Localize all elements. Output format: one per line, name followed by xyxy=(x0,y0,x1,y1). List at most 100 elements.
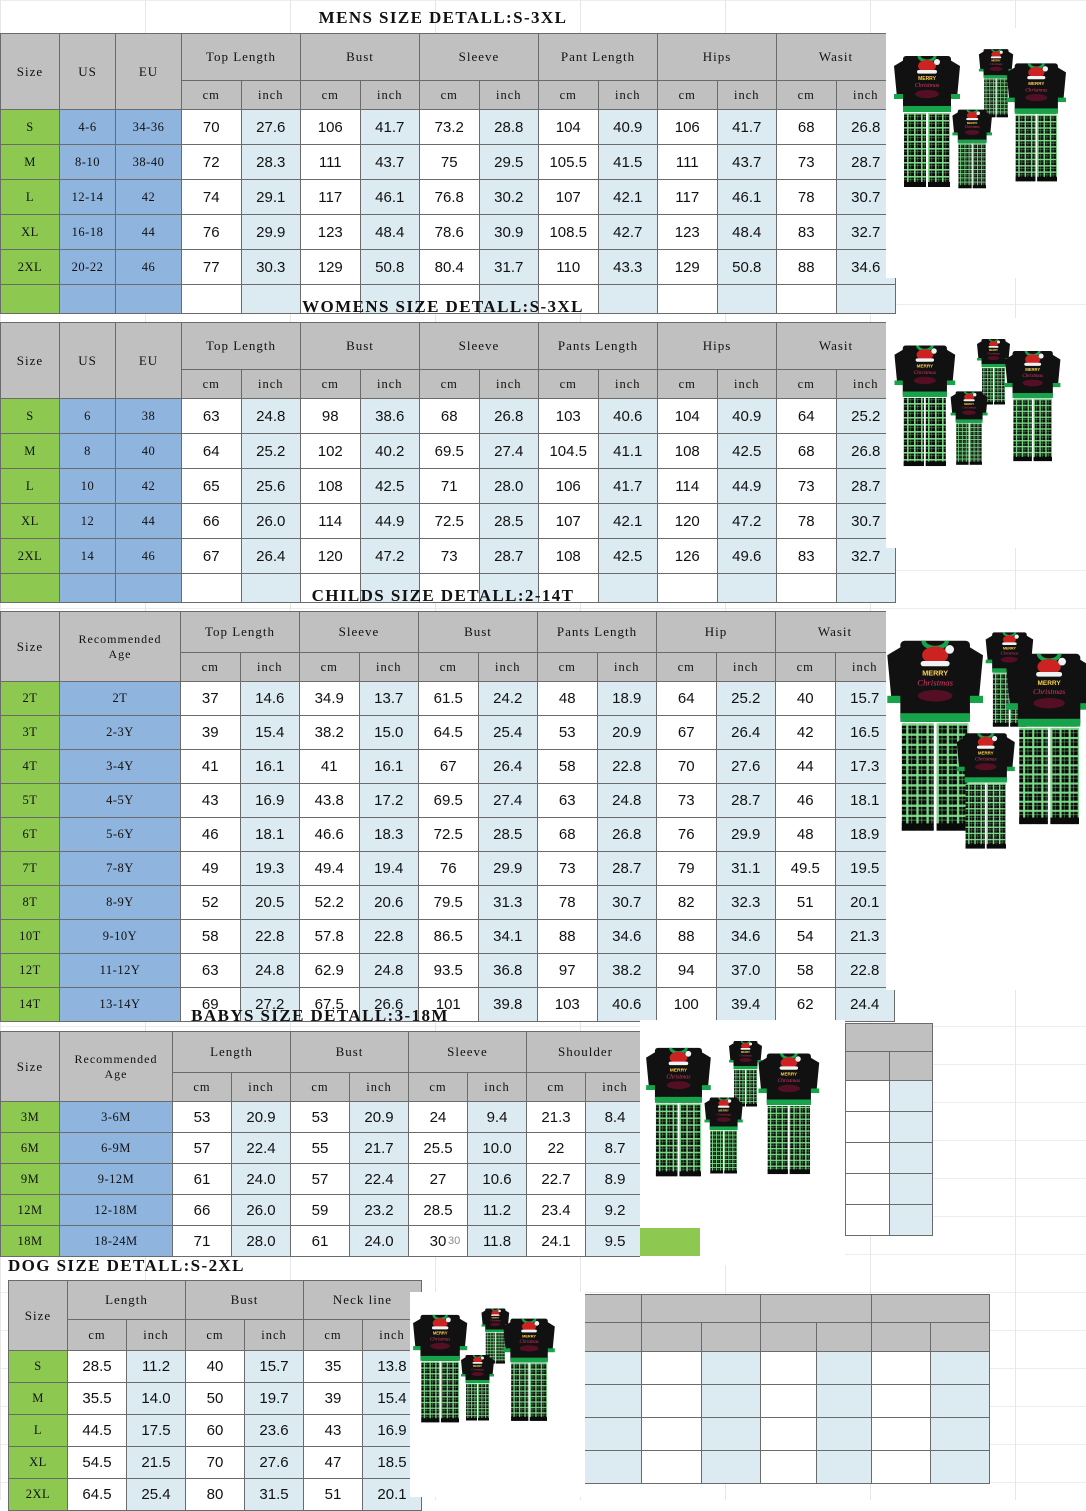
cell-measurement: 27.6 xyxy=(240,109,301,145)
svg-text:Christmas: Christmas xyxy=(1001,651,1019,656)
cell-measurement: 104.5 xyxy=(538,433,599,469)
unit-header-inch: inch xyxy=(240,80,301,110)
cell-measurement: 44.5 xyxy=(67,1414,127,1447)
cell-measurement: 73 xyxy=(537,851,598,886)
cell-us: 8 xyxy=(59,433,116,469)
svg-text:MERRY: MERRY xyxy=(978,750,994,755)
unit-header-cm: cm xyxy=(300,80,361,110)
cell-measurement: 25.5 xyxy=(408,1132,468,1164)
cell-measurement: 67 xyxy=(181,538,242,574)
cell-measurement: 62 xyxy=(775,987,836,1022)
group-header-wasit: Wasit xyxy=(775,611,895,653)
dog-size-table: Size Length Bust Neck line cm inch cm inch cm inc… xyxy=(8,1280,422,1511)
cell-measurement: 39.8 xyxy=(477,987,538,1022)
cell-measurement: 123 xyxy=(657,214,718,250)
blank-cell xyxy=(597,573,658,603)
table-row: S 6 38 63 24.8 98 38.6 68 26.8 103 40.6 104 40.9 64 25… xyxy=(0,398,896,434)
cell-measurement: 11.2 xyxy=(467,1194,527,1226)
cell-measurement: 65 xyxy=(181,468,242,504)
cell-measurement: 60 xyxy=(185,1414,245,1447)
cell-measurement: 34.1 xyxy=(477,919,538,954)
cell-us: 10 xyxy=(59,468,116,504)
cell-measurement: 57 xyxy=(290,1163,350,1195)
cell-measurement: 15.7 xyxy=(244,1350,304,1383)
group-header-bust: Bust xyxy=(418,611,538,653)
cell-measurement: 28.3 xyxy=(240,144,301,180)
cell-measurement: 120 xyxy=(300,538,361,574)
cell-measurement: 43 xyxy=(303,1414,363,1447)
cell-measurement: 117 xyxy=(657,179,718,215)
svg-text:MERRY: MERRY xyxy=(989,349,998,352)
cell-size: L xyxy=(0,179,60,215)
cell-measurement: 42.5 xyxy=(716,433,777,469)
cell-measurement: 64 xyxy=(776,398,837,434)
col-header-recommended-age: Recommended Age xyxy=(59,611,181,682)
cell-recommended-age: 6-9M xyxy=(59,1132,173,1164)
cell-measurement: 43.7 xyxy=(359,144,420,180)
cell-measurement: 50.8 xyxy=(716,249,777,285)
cell-measurement: 31.5 xyxy=(244,1478,304,1511)
unit-header-cm: cm xyxy=(776,369,837,399)
blank-cell xyxy=(115,284,182,314)
cell-size: M xyxy=(0,144,60,180)
cell-measurement: 14.6 xyxy=(239,681,300,716)
cell-measurement: 30.7 xyxy=(596,885,657,920)
cell-measurement: 27.6 xyxy=(715,749,776,784)
womens-size-section: WOMENS SIZE DETALL:S-3XL Size US EU Top Len… xyxy=(0,297,896,603)
col-header-recommended-age: Recommended Age xyxy=(59,1031,173,1102)
cell-measurement: 40.9 xyxy=(597,109,658,145)
svg-text:Christmas: Christmas xyxy=(471,1368,484,1372)
unit-header-cm: cm xyxy=(185,1319,245,1351)
cell-measurement: 104 xyxy=(538,109,599,145)
cell-measurement: 11.2 xyxy=(126,1350,186,1383)
cell-measurement: 27.6 xyxy=(244,1446,304,1479)
cell-measurement: 40.9 xyxy=(716,398,777,434)
cell-size: 2XL xyxy=(0,249,60,285)
cell-measurement: 28.5 xyxy=(478,503,539,539)
cell-size: L xyxy=(8,1414,68,1447)
cell-us: 8-10 xyxy=(59,144,116,180)
cell-measurement: 20.9 xyxy=(596,715,657,750)
cell-size: S xyxy=(0,109,60,145)
cell-size: 9M xyxy=(0,1163,60,1195)
svg-text:Christmas: Christmas xyxy=(1025,87,1047,93)
group-header-neck-line: Neck line xyxy=(303,1280,422,1320)
cell-measurement: 101 xyxy=(418,987,479,1022)
cell-recommended-age: 2T xyxy=(59,681,181,716)
cell-measurement: 32.7 xyxy=(835,538,896,574)
cell-measurement: 22.4 xyxy=(349,1163,409,1195)
cell-measurement: 26.8 xyxy=(835,433,896,469)
cell-measurement: 68 xyxy=(537,817,598,852)
cell-measurement: 50.8 xyxy=(359,249,420,285)
cell-measurement: 83 xyxy=(776,214,837,250)
unit-header-cm: cm xyxy=(181,80,242,110)
cell-measurement: 26.0 xyxy=(240,503,301,539)
cell-measurement: 78 xyxy=(776,503,837,539)
table-trailing-blank-row xyxy=(0,573,896,603)
cell-measurement: 30.7 xyxy=(835,503,896,539)
dog-size-section: DOG SIZE DETALL:S-2XL Size Length Bust Neck… xyxy=(8,1256,422,1511)
unit-header-inch: inch xyxy=(231,1072,291,1102)
cell-measurement: 51 xyxy=(303,1478,363,1511)
group-header-pants-length: Pants Length xyxy=(537,611,657,653)
cell-measurement: 108 xyxy=(538,538,599,574)
cell-measurement: 49.6 xyxy=(716,538,777,574)
cell-recommended-age: 8-9Y xyxy=(59,885,181,920)
cell-measurement: 27 xyxy=(408,1163,468,1195)
cell-measurement: 73 xyxy=(656,783,717,818)
cell-measurement: 98 xyxy=(300,398,361,434)
unit-header-cm: cm xyxy=(657,80,718,110)
blank-cell xyxy=(0,284,60,314)
group-header-bust: Bust xyxy=(185,1280,304,1320)
unit-header-inch: inch xyxy=(239,652,300,682)
blank-cell xyxy=(716,573,777,603)
cell-measurement: 23.4 xyxy=(526,1194,586,1226)
svg-text:MERRY: MERRY xyxy=(1025,367,1040,372)
cell-measurement: 28.8 xyxy=(478,109,539,145)
col-header-us: US xyxy=(59,33,116,110)
group-header-top-length: Top Length xyxy=(180,611,300,653)
group-header-hips: Hips xyxy=(657,33,777,81)
svg-text:Christmas: Christmas xyxy=(975,757,997,763)
cell-measurement: 88 xyxy=(776,249,837,285)
cell-measurement: 102 xyxy=(300,433,361,469)
